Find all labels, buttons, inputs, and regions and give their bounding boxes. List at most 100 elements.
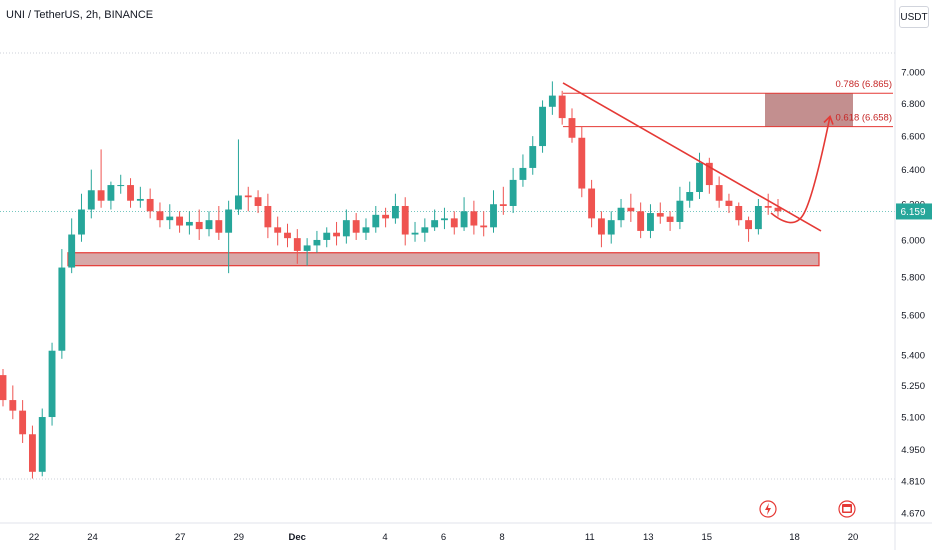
candle bbox=[509, 167, 517, 214]
candle-body bbox=[342, 220, 350, 237]
candle-body bbox=[470, 211, 478, 226]
candle-body bbox=[225, 209, 233, 233]
candle-body bbox=[715, 185, 723, 201]
candle-body bbox=[735, 205, 743, 221]
candle-body bbox=[627, 207, 635, 212]
candle-body bbox=[754, 205, 762, 230]
time-tick-label: Dec bbox=[289, 532, 306, 543]
candle-body bbox=[9, 400, 17, 411]
candle-body bbox=[509, 179, 517, 206]
candle-body bbox=[460, 211, 468, 228]
time-tick-label: 27 bbox=[175, 532, 186, 543]
candle-body bbox=[333, 232, 340, 237]
candle-body bbox=[588, 188, 596, 219]
candle-body bbox=[519, 167, 527, 180]
candle bbox=[450, 211, 458, 235]
candle-body bbox=[568, 118, 576, 138]
time-tick-label: 15 bbox=[701, 532, 712, 543]
candle bbox=[382, 207, 390, 228]
candle bbox=[342, 209, 350, 244]
candle bbox=[166, 204, 174, 230]
candle bbox=[656, 202, 664, 224]
symbol-title: UNI / TetherUS, 2h, BINANCE bbox=[6, 9, 154, 21]
candle bbox=[254, 190, 262, 214]
candle-body bbox=[725, 200, 733, 206]
candle-body bbox=[68, 234, 76, 268]
candle-body bbox=[78, 209, 85, 235]
candle bbox=[764, 193, 772, 215]
candle-body bbox=[597, 218, 605, 235]
time-tick-label: 18 bbox=[789, 532, 800, 543]
candle-body bbox=[19, 410, 27, 435]
calendar-flag-icon[interactable] bbox=[838, 500, 856, 518]
target-zone bbox=[765, 93, 853, 127]
candle-body bbox=[764, 205, 772, 208]
time-tick-label: 8 bbox=[499, 532, 504, 543]
candle bbox=[568, 108, 576, 143]
calendar-flag-icon-page bbox=[843, 507, 851, 512]
candle bbox=[38, 408, 46, 477]
candle bbox=[185, 211, 193, 235]
candle bbox=[264, 193, 272, 239]
candle bbox=[28, 425, 36, 479]
fib-0618-label: 0.618 (6.658) bbox=[835, 113, 892, 124]
last-price-label: 6.159 bbox=[900, 207, 925, 218]
candle-body bbox=[127, 185, 134, 201]
candle bbox=[686, 181, 694, 208]
candle-body bbox=[676, 200, 684, 222]
candle bbox=[244, 186, 252, 212]
candle-body bbox=[205, 220, 213, 230]
candle bbox=[195, 209, 203, 240]
candle bbox=[411, 221, 419, 242]
candle-body bbox=[156, 211, 164, 221]
price-tick-label: 5.400 bbox=[901, 350, 925, 361]
candle bbox=[705, 157, 713, 194]
price-tick-label: 5.800 bbox=[901, 272, 925, 283]
candle bbox=[480, 211, 488, 237]
candle bbox=[68, 218, 76, 274]
candle-body bbox=[480, 225, 488, 228]
candle bbox=[490, 190, 497, 233]
candle bbox=[774, 198, 782, 217]
time-tick-label: 6 bbox=[441, 532, 446, 543]
candle-body bbox=[372, 214, 380, 228]
time-tick-label: 22 bbox=[29, 532, 40, 543]
candle-body bbox=[745, 220, 753, 230]
time-tick-label: 11 bbox=[585, 532, 595, 543]
candle bbox=[284, 223, 291, 248]
candle bbox=[499, 186, 507, 215]
currency-selector-button[interactable]: USDT bbox=[899, 6, 929, 28]
price-tick-label: 6.000 bbox=[901, 235, 925, 246]
candle-body bbox=[313, 239, 321, 246]
price-tick-label: 6.800 bbox=[901, 99, 925, 110]
candle bbox=[519, 154, 527, 187]
candle bbox=[431, 209, 439, 231]
candle bbox=[725, 193, 733, 214]
candle-body bbox=[391, 205, 399, 219]
candle bbox=[401, 197, 409, 246]
candle-body bbox=[38, 417, 46, 472]
candle bbox=[19, 400, 27, 443]
candle-body bbox=[686, 191, 694, 201]
lightning-icon[interactable] bbox=[759, 500, 777, 518]
candle-body bbox=[411, 232, 419, 235]
candle bbox=[333, 221, 340, 246]
candle-body bbox=[637, 211, 645, 231]
candle-body bbox=[215, 220, 223, 233]
candle-body bbox=[705, 162, 713, 186]
candle bbox=[558, 90, 566, 125]
candle-body bbox=[450, 218, 458, 228]
price-tick-label: 6.600 bbox=[901, 132, 925, 143]
price-tick-label: 4.950 bbox=[901, 445, 925, 456]
candle bbox=[617, 198, 625, 228]
candle-body bbox=[421, 227, 429, 233]
time-tick-label: 4 bbox=[382, 532, 387, 543]
candle bbox=[637, 202, 645, 239]
candle-body bbox=[176, 216, 184, 226]
candle-body bbox=[441, 218, 448, 221]
candle-body bbox=[136, 198, 144, 201]
candle-body bbox=[117, 185, 125, 187]
candle-body bbox=[254, 197, 262, 206]
candle bbox=[627, 193, 635, 222]
